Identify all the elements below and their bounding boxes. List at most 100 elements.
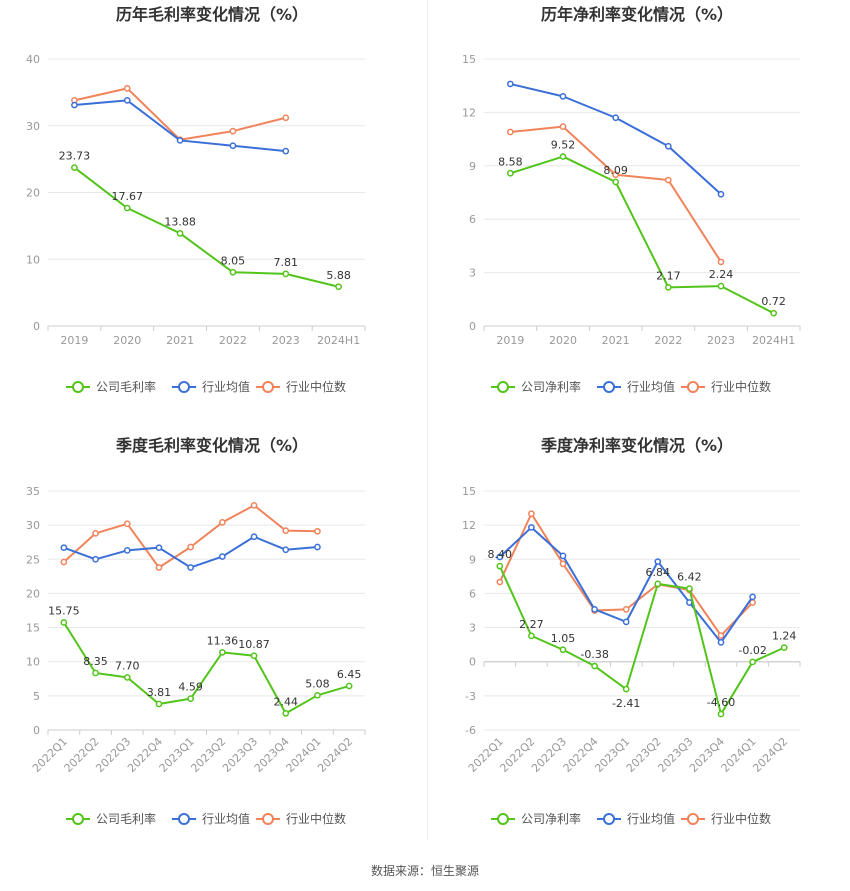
x-tick-label: 2020 [549,334,577,347]
data-point [60,558,68,566]
legend-swatch-marker [497,381,509,393]
legend-label: 公司净利率 [521,379,581,394]
y-tick-label: 6 [469,587,476,600]
x-tick-label: 2022 [654,334,682,347]
data-point [250,533,258,541]
legend-label: 行业均值 [202,379,250,394]
legend-swatch-marker [262,381,274,393]
data-point [559,153,567,160]
data-point [496,562,504,570]
y-tick-label: 0 [469,656,476,669]
series-line-0 [63,621,350,715]
data-point [664,176,672,184]
legend-label: 公司毛利率 [96,811,156,826]
data-point [717,282,725,290]
data-label: 1.05 [551,632,576,645]
legend-label: 行业中位数 [711,379,771,394]
data-point [282,270,290,278]
data-point [528,632,535,640]
legend-swatch-marker [178,381,190,393]
data-label: 8.40 [488,548,513,561]
chart-title: 历年毛利率变化情况（%） [116,5,308,24]
x-tick-label: 2024Q2 [750,735,790,775]
legend-label: 行业均值 [202,811,250,826]
data-point [155,700,163,708]
legend-swatch-marker [497,813,509,825]
data-point [282,709,290,717]
data-point [717,639,725,646]
data-point [780,644,788,651]
data-point [654,580,662,588]
data-label: 9.52 [551,139,576,152]
data-point [123,674,131,681]
legend-swatch-marker [687,381,699,393]
data-label: 5.08 [305,677,330,690]
chart-annual-net-margin: 历年净利率变化情况（%） 0 3 6 9 12 15 2019 2020 2021 2022 2023… [425,0,850,430]
data-label: 6.45 [337,668,362,681]
data-point [496,553,504,561]
data-point [229,142,237,150]
data-point [559,646,567,654]
legend-swatch-marker [262,813,274,825]
panel-divider-vertical [427,0,428,840]
data-point [71,164,78,171]
data-point [622,685,630,693]
y-tick-label: 3 [469,622,476,635]
data-label: 2.44 [274,695,299,708]
legend-label: 公司净利率 [521,811,581,826]
chart-title: 季度净利率变化情况（%） [540,436,733,455]
y-tick-label: 15 [26,622,40,635]
y-tick-label: -6 [465,724,476,737]
data-point [559,552,567,560]
data-point [506,80,514,88]
data-point [314,691,321,699]
x-tick-label: 2021 [602,334,630,347]
y-tick-label: 6 [469,213,476,226]
x-tick-label: 2019 [60,334,88,347]
data-label: -4.60 [707,696,735,709]
data-point [664,284,672,291]
data-point [155,544,163,552]
data-point [187,543,194,551]
data-point [187,564,194,571]
data-label: 2.27 [519,618,544,631]
data-label: -0.02 [738,644,766,657]
y-tick-label: 40 [26,53,40,66]
y-tick-label: 0 [33,320,40,333]
y-tick-label: 15 [462,485,476,498]
legend-swatch-marker [178,813,190,825]
legend-label: 行业中位数 [286,811,346,826]
data-point [654,558,662,565]
legend-swatch-marker [72,381,84,393]
x-tick-label: 2024H1 [752,334,795,347]
data-point [717,190,725,198]
legend-label: 公司毛利率 [96,379,156,394]
data-point [345,682,353,690]
data-point [612,114,620,122]
y-tick-label: 20 [26,587,40,600]
series-line-1 [63,535,318,569]
series-line-0 [73,166,339,288]
data-point [71,101,78,109]
data-label: -2.41 [612,697,640,710]
data-label: 7.70 [115,659,140,672]
series-line-2 [510,125,722,263]
y-tick-label: 0 [469,320,476,333]
data-point [282,114,290,122]
data-label: 10.87 [238,638,270,651]
y-tick-label: 20 [26,187,40,200]
data-label: 8.09 [603,164,628,177]
legend-swatch-marker [687,813,699,825]
data-point [229,127,237,135]
data-point [506,128,514,136]
x-tick-label: 2021 [166,334,194,347]
data-point [282,546,290,554]
legend-label: 行业中位数 [711,811,771,826]
data-label: 3.81 [147,686,172,699]
data-point [591,606,598,613]
data-point [612,171,620,179]
legend-swatch-marker [72,813,84,825]
series-line-2 [74,87,286,141]
data-point [506,169,514,177]
data-label: 8.58 [498,155,522,168]
